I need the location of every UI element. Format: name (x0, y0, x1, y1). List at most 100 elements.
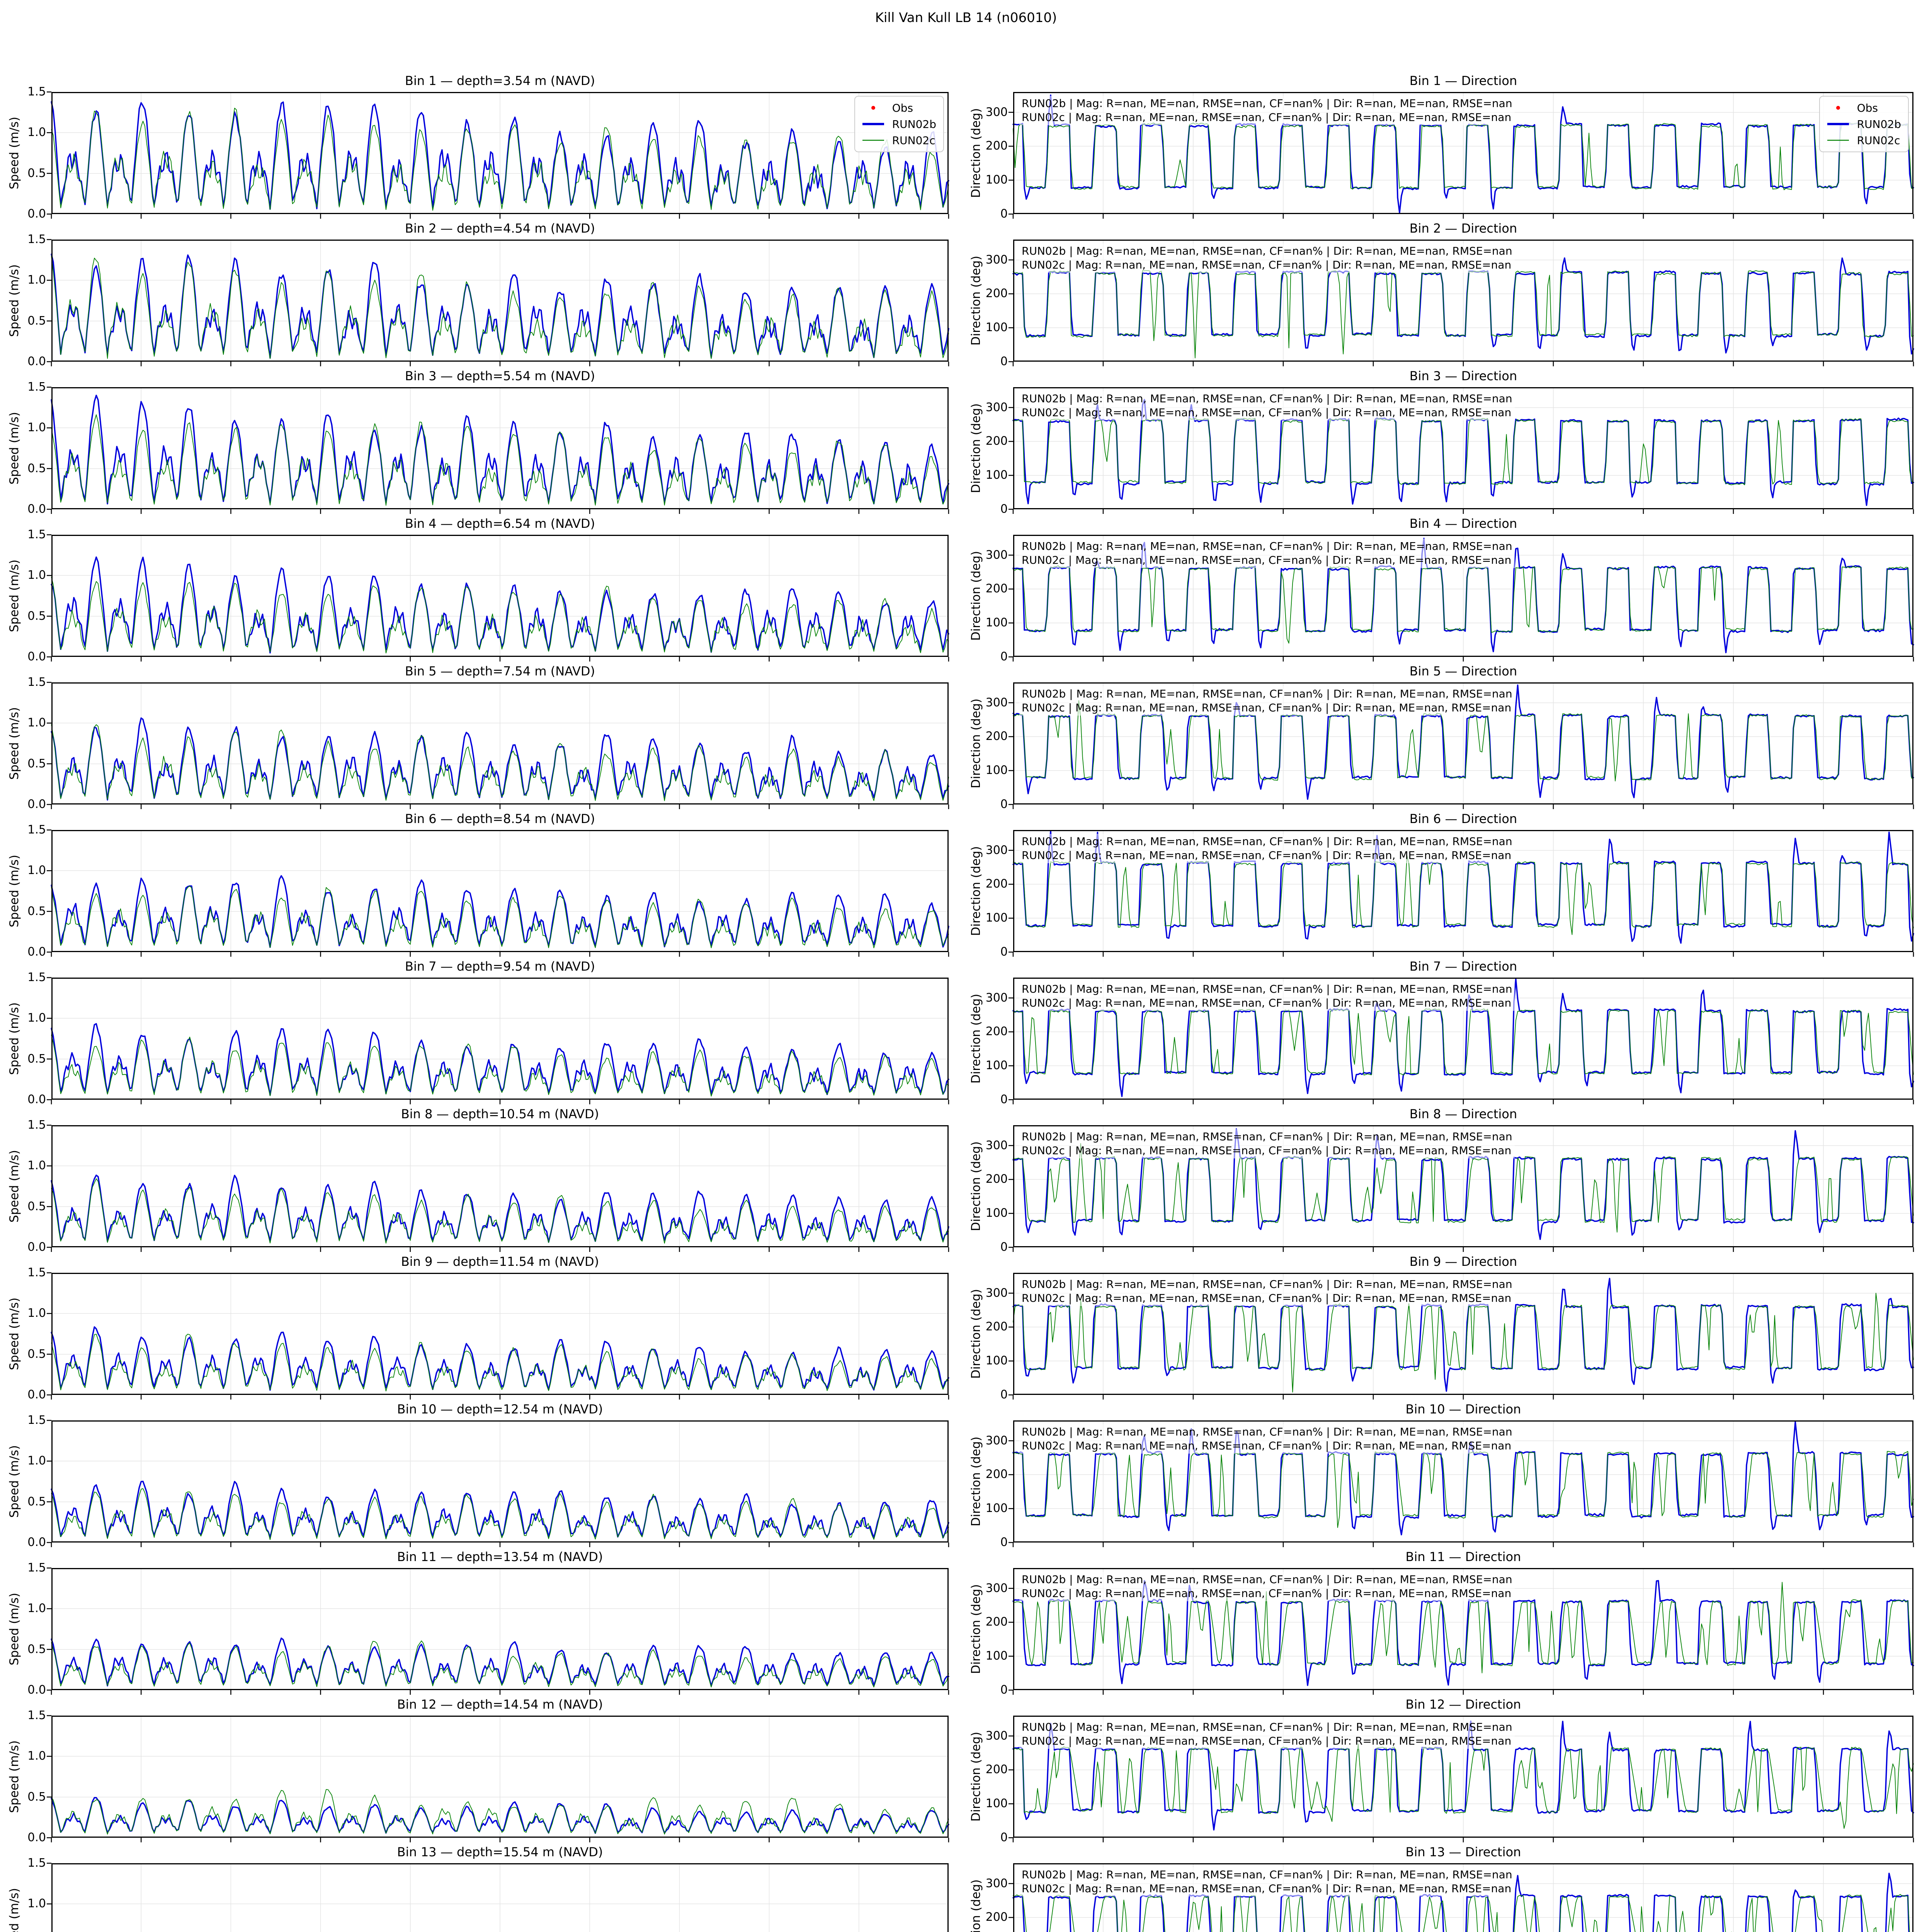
y-tick-label: 100 (985, 1206, 1008, 1220)
y-tick-label: 1.5 (27, 85, 46, 99)
y-axis-label: Direction (deg) (969, 1731, 983, 1822)
y-tick-label: 200 (985, 1910, 1008, 1924)
y-axis-label: Direction (deg) (969, 403, 983, 493)
subplot-bin4-speed: Bin 4 — depth=6.54 m (NAVD) Speed (m/s) 0.… (7, 516, 949, 663)
y-axis-label: Speed (m/s) (7, 116, 21, 190)
legend-obs-marker (1825, 104, 1852, 112)
subplot-title: Bin 6 — depth=8.54 m (NAVD) (405, 811, 595, 826)
y-tick-label: 1.0 (27, 1454, 46, 1468)
plot-area (47, 1567, 949, 1695)
y-axis-label: Speed (m/s) (7, 1592, 21, 1666)
run02c-line (1013, 1293, 1914, 1393)
subplot-bin12-direction: Bin 12 — Direction Direction (deg) 0 100 200… (969, 1697, 1914, 1844)
y-axis-label: Direction (deg) (969, 108, 983, 198)
axis-ticks (47, 1420, 949, 1547)
plot-area (47, 534, 949, 662)
plot-area (1009, 1568, 1914, 1695)
y-tick-label: 300 (985, 253, 1008, 267)
axis-ticks (1009, 407, 1914, 514)
metrics-annotation-line: RUN02c | Mag: R=nan, ME=nan, RMSE=nan, C… (1022, 111, 1512, 124)
subplot-title: Bin 3 — depth=5.54 m (NAVD) (405, 369, 595, 383)
subplot-bin9-direction: Bin 9 — Direction Direction (deg) 0 100 200 3… (969, 1254, 1914, 1401)
axes-spines (51, 1420, 949, 1543)
subplot-bin6-speed: Bin 6 — depth=8.54 m (NAVD) Speed (m/s) 0.… (7, 811, 949, 958)
run02c-line (51, 414, 949, 506)
legend-obs-marker (860, 104, 887, 112)
subplot-bin12-speed: Bin 12 — depth=14.54 m (NAVD) Speed (m/s)… (7, 1697, 949, 1844)
metrics-annotation-line: RUN02c | Mag: R=nan, ME=nan, RMSE=nan, C… (1022, 406, 1512, 419)
y-axis-label: Direction (deg) (969, 1289, 983, 1379)
subplot-title: Bin 12 — Direction (1405, 1697, 1521, 1712)
metrics-annotation: RUN02b | Mag: R=nan, ME=nan, RMSE=nan, C… (1019, 1277, 1515, 1306)
metrics-annotation-line: RUN02b | Mag: R=nan, ME=nan, RMSE=nan, C… (1022, 1573, 1512, 1586)
subplot-title: Bin 8 — Direction (1409, 1107, 1517, 1121)
axes-spines (1013, 978, 1913, 1100)
y-tick-label: 200 (985, 877, 1008, 891)
legend-run02b-marker (1825, 120, 1852, 128)
y-axis-label: Direction (deg) (969, 698, 983, 789)
y-axis-label: Speed (m/s) (7, 1002, 21, 1075)
legend-item: RUN02c (860, 132, 936, 148)
subplot-title: Bin 13 — Direction (1405, 1845, 1521, 1859)
metrics-annotation-line: RUN02c | Mag: R=nan, ME=nan, RMSE=nan, C… (1022, 701, 1512, 714)
y-tick-label: 1.0 (27, 1749, 46, 1763)
subplot-title: Bin 1 — Direction (1409, 73, 1517, 88)
y-tick-label: 0 (1000, 1240, 1008, 1254)
y-tick-label: 1.0 (27, 1011, 46, 1025)
subplot-bin4-direction: Bin 4 — Direction Direction (deg) 0 100 200 3… (969, 516, 1914, 663)
metrics-annotation: RUN02b | Mag: R=nan, ME=nan, RMSE=nan, C… (1019, 834, 1515, 863)
axes-spines (1013, 830, 1913, 952)
axis-ticks (47, 386, 949, 514)
y-tick-label: 1.5 (27, 380, 46, 394)
y-tick-label: 1.0 (27, 126, 46, 139)
subplot-bin5-direction: Bin 5 — Direction Direction (deg) 0 100 200 3… (969, 664, 1914, 810)
metrics-annotation-line: RUN02c | Mag: R=nan, ME=nan, RMSE=nan, C… (1022, 1144, 1512, 1157)
axes-spines (51, 1273, 949, 1395)
axes-spines (51, 682, 949, 804)
run02b-line (1012, 1872, 1910, 1932)
axes-spines (1013, 92, 1913, 214)
run02c-line (1013, 418, 1914, 485)
metrics-annotation: RUN02b | Mag: R=nan, ME=nan, RMSE=nan, C… (1019, 96, 1515, 125)
legend-item: RUN02c (1825, 132, 1901, 148)
metrics-annotation-line: RUN02b | Mag: R=nan, ME=nan, RMSE=nan, C… (1022, 1721, 1512, 1733)
axes-spines (51, 387, 949, 509)
y-tick-label: 1.0 (27, 421, 46, 435)
axis-ticks (1009, 1735, 1914, 1842)
run02c-line (1013, 1894, 1910, 1932)
axes-spines (51, 92, 949, 214)
run02c-line (1013, 855, 1914, 935)
metrics-annotation-line: RUN02b | Mag: R=nan, ME=nan, RMSE=nan, C… (1022, 540, 1512, 553)
y-tick-label: 0 (1000, 502, 1008, 516)
y-tick-label: 1.0 (27, 864, 46, 878)
metrics-annotation-line: RUN02b | Mag: R=nan, ME=nan, RMSE=nan, C… (1022, 835, 1512, 848)
axes-spines (1013, 1716, 1913, 1838)
subplot-bin3-speed: Bin 3 — depth=5.54 m (NAVD) Speed (m/s) 0.… (7, 369, 949, 515)
subplot-title: Bin 1 — depth=3.54 m (NAVD) (405, 73, 595, 88)
y-tick-label: 0 (1000, 355, 1008, 368)
metrics-annotation-line: RUN02b | Mag: R=nan, ME=nan, RMSE=nan, C… (1022, 97, 1512, 110)
run02c-line (51, 1034, 949, 1097)
y-tick-label: 300 (985, 696, 1008, 709)
y-tick-label: 300 (985, 1434, 1008, 1447)
run02b-line (51, 101, 949, 210)
axes-spines (1013, 240, 1913, 362)
axes-spines (1013, 535, 1913, 657)
metrics-annotation-line: RUN02b | Mag: R=nan, ME=nan, RMSE=nan, C… (1022, 983, 1512, 995)
y-tick-label: 0.5 (27, 904, 46, 918)
y-tick-label: 1.5 (27, 1709, 46, 1722)
run02b-line (51, 395, 949, 505)
y-tick-label: 100 (985, 1649, 1008, 1663)
y-tick-label: 300 (985, 548, 1008, 562)
y-tick-label: 1.5 (27, 233, 46, 246)
metrics-annotation-line: RUN02c | Mag: R=nan, ME=nan, RMSE=nan, C… (1022, 1882, 1512, 1895)
metrics-annotation-line: RUN02b | Mag: R=nan, ME=nan, RMSE=nan, C… (1022, 1130, 1512, 1143)
subplot-bin11-direction: Bin 11 — Direction Direction (deg) 0 100 200… (969, 1549, 1914, 1696)
subplot-title: Bin 4 — depth=6.54 m (NAVD) (405, 516, 595, 531)
run02c-line (51, 724, 949, 801)
axes-spines (51, 1863, 949, 1932)
y-axis-label: Direction (deg) (969, 1879, 983, 1932)
axis-ticks (47, 977, 949, 1104)
y-tick-label: 0.0 (27, 798, 46, 811)
axes-spines (51, 1125, 949, 1247)
